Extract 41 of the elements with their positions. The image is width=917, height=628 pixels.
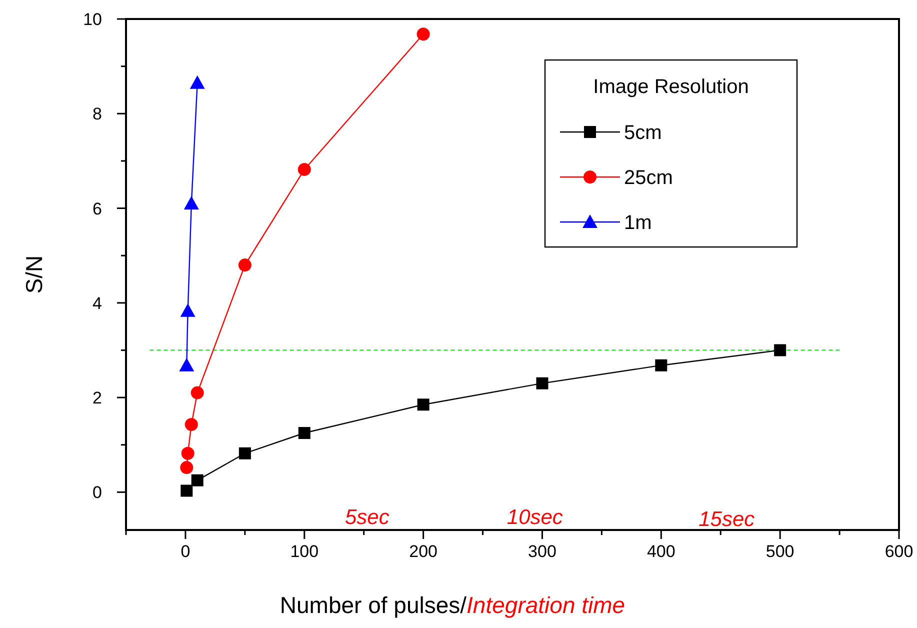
x-axis-title: Number of pulses/Integration time xyxy=(280,592,626,618)
point xyxy=(190,386,204,400)
point xyxy=(416,28,430,41)
y-tick-label: 0 xyxy=(92,483,102,502)
x-tick-label: 0 xyxy=(180,542,190,561)
point xyxy=(536,377,548,390)
point xyxy=(180,303,196,317)
point xyxy=(179,358,194,372)
point xyxy=(180,461,194,474)
legend-label: 25cm xyxy=(624,167,673,189)
point xyxy=(298,427,310,440)
annotation: 10sec xyxy=(506,506,564,529)
y-tick-label: 2 xyxy=(92,388,102,408)
x-tick-label: 600 xyxy=(884,542,914,561)
annotation: 15sec xyxy=(698,508,756,531)
x-tick-label: 400 xyxy=(646,542,676,561)
legend-label: 5cm xyxy=(624,122,662,144)
point xyxy=(181,446,194,460)
x-tick-label: 300 xyxy=(528,542,556,561)
x-tick-label: 200 xyxy=(409,542,438,561)
point xyxy=(298,162,311,176)
x-tick-label: 500 xyxy=(766,542,794,561)
point xyxy=(180,484,193,497)
y-tick-label: 4 xyxy=(92,294,102,313)
y-tick-label: 8 xyxy=(92,104,102,124)
point xyxy=(184,418,198,431)
annotation: 5sec xyxy=(344,506,390,529)
point xyxy=(184,196,199,210)
point xyxy=(191,474,204,486)
legend-label: 1m xyxy=(624,212,652,234)
point xyxy=(190,75,205,89)
point xyxy=(417,398,430,411)
point xyxy=(238,447,251,460)
point xyxy=(238,258,252,272)
x-tick-label: 100 xyxy=(290,542,319,561)
point xyxy=(774,344,786,356)
point xyxy=(655,359,668,372)
y-tick-label: 6 xyxy=(92,199,102,218)
y-axis-title: S/N xyxy=(21,255,47,294)
y-tick-label: 10 xyxy=(83,10,102,29)
legend-title: Image Resolution xyxy=(593,76,749,98)
